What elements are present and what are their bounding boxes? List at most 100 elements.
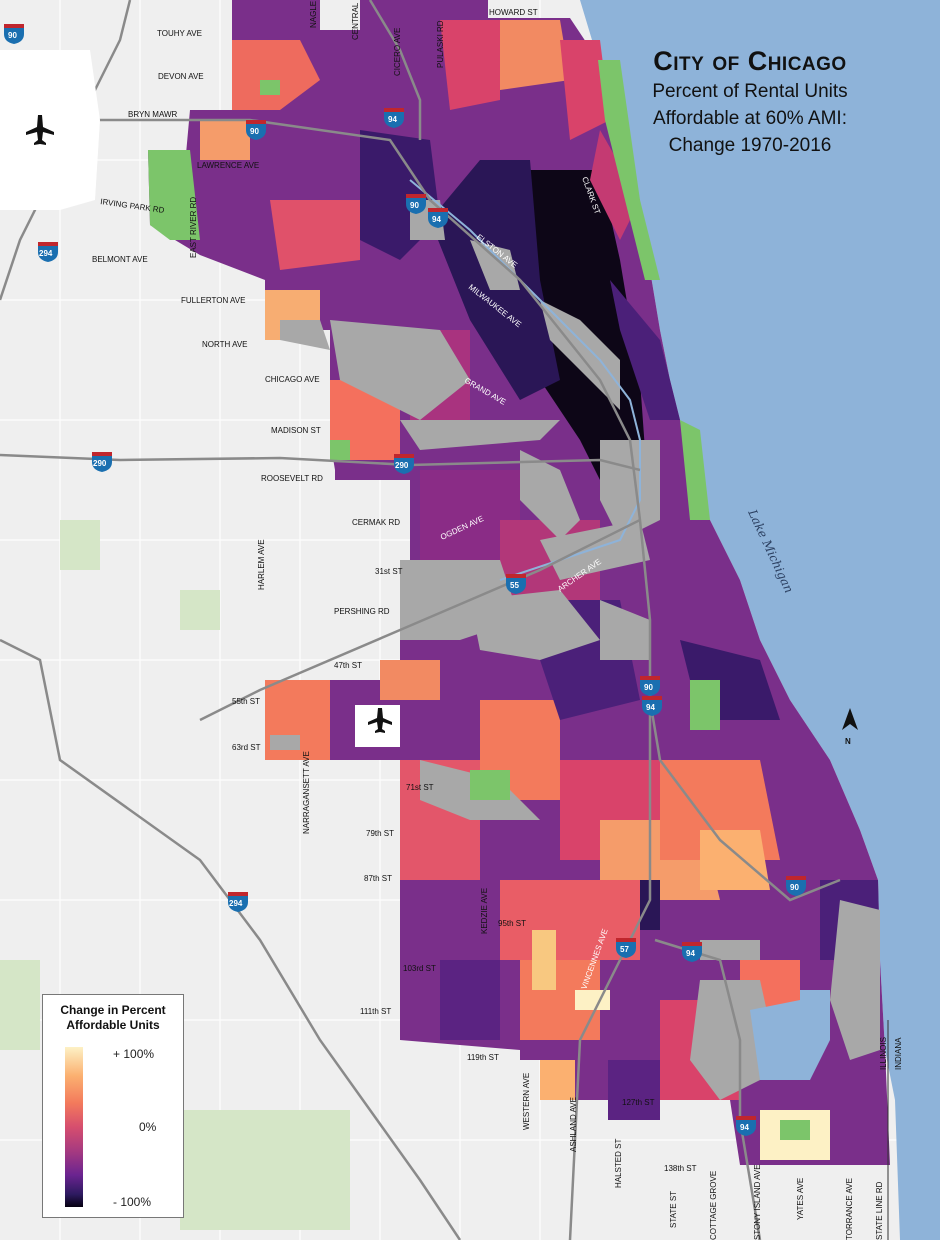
street-halsted: HALSTED ST bbox=[614, 1139, 623, 1188]
svg-text:290: 290 bbox=[93, 459, 107, 468]
shield-90-junction: 90 bbox=[406, 194, 426, 214]
svg-text:294: 294 bbox=[39, 249, 53, 258]
street-cermak: CERMAK RD bbox=[352, 518, 400, 527]
street-north: NORTH AVE bbox=[202, 340, 248, 349]
street-fullerton: FULLERTON AVE bbox=[181, 296, 245, 305]
street-east-river: EAST RIVER RD bbox=[189, 197, 198, 258]
street-devon: DEVON AVE bbox=[158, 72, 204, 81]
map-title-block: City of Chicago Percent of Rental Units … bbox=[600, 46, 900, 158]
legend-min-label: - 100% bbox=[113, 1195, 152, 1209]
street-127th: 127th ST bbox=[622, 1098, 655, 1107]
svg-text:294: 294 bbox=[229, 899, 243, 908]
street-87th: 87th ST bbox=[364, 874, 392, 883]
shield-90-northwest: 90 bbox=[4, 24, 24, 44]
street-harlem: HARLEM AVE bbox=[257, 539, 266, 590]
shield-290-west: 290 bbox=[92, 452, 112, 472]
shield-94-bishop-ford: 94 bbox=[682, 942, 702, 962]
legend-title-line2: Affordable Units bbox=[66, 1018, 160, 1032]
svg-text:94: 94 bbox=[388, 115, 397, 124]
svg-text:90: 90 bbox=[790, 883, 799, 892]
street-pulaski: PULASKI RD bbox=[436, 20, 445, 68]
street-pershing: PERSHING RD bbox=[334, 607, 390, 616]
street-79th: 79th ST bbox=[366, 829, 394, 838]
street-roosevelt: ROOSEVELT RD bbox=[261, 474, 323, 483]
shield-55: 55 bbox=[506, 574, 526, 594]
street-chicago: CHICAGO AVE bbox=[265, 375, 320, 384]
parks bbox=[148, 60, 810, 1140]
street-71st: 71st ST bbox=[406, 783, 434, 792]
legend-mid-label: 0% bbox=[139, 1120, 157, 1134]
shield-290-east: 290 bbox=[394, 454, 414, 474]
street-western: WESTERN AVE bbox=[522, 1073, 531, 1130]
street-lawrence: LAWRENCE AVE bbox=[197, 161, 259, 170]
svg-text:94: 94 bbox=[432, 215, 441, 224]
street-touhy: TOUHY AVE bbox=[157, 29, 202, 38]
shield-94-north: 94 bbox=[384, 108, 404, 128]
ohare-airport-area bbox=[0, 50, 100, 210]
north-arrow-icon: N bbox=[842, 708, 858, 746]
shield-294-south: 294 bbox=[228, 892, 248, 912]
street-103rd: 103rd ST bbox=[403, 964, 436, 973]
street-nagle: NAGLE bbox=[309, 1, 318, 28]
street-63rd: 63rd ST bbox=[232, 743, 261, 752]
street-cicero: CICERO AVE bbox=[393, 28, 402, 76]
street-ashland: ASHLAND AVE bbox=[569, 1097, 578, 1152]
lake-michigan bbox=[580, 0, 940, 1240]
svg-text:290: 290 bbox=[395, 461, 409, 470]
street-yates: YATES AVE bbox=[796, 1178, 805, 1220]
shield-90-kennedy: 90 bbox=[246, 120, 266, 140]
street-stony: STONY ISLAND AVE bbox=[753, 1164, 762, 1240]
svg-text:90: 90 bbox=[644, 683, 653, 692]
street-narragansett: NARRAGANSETT AVE bbox=[302, 751, 311, 834]
legend-title-line1: Change in Percent bbox=[60, 1003, 166, 1017]
street-cottage: COTTAGE GROVE bbox=[709, 1171, 718, 1240]
indiana-label: INDIANA bbox=[894, 1037, 903, 1070]
svg-text:94: 94 bbox=[686, 949, 695, 958]
chicago-river bbox=[409, 179, 641, 581]
shield-294-north: 294 bbox=[38, 242, 58, 262]
shield-90-south: 90 bbox=[640, 676, 660, 696]
shield-94-south: 94 bbox=[642, 696, 662, 716]
legend-color-ramp bbox=[65, 1047, 83, 1207]
street-95th: 95th ST bbox=[498, 919, 526, 928]
interstate-shields: 90 94 90 90 94 294 290 290 55 90 94 294 … bbox=[4, 24, 806, 1136]
legend: Change in Percent Affordable Units + 100… bbox=[42, 994, 184, 1218]
svg-text:90: 90 bbox=[410, 201, 419, 210]
street-belmont: BELMONT AVE bbox=[92, 255, 148, 264]
shield-94-junction: 94 bbox=[428, 208, 448, 228]
airport-icon-ohare bbox=[26, 115, 54, 145]
svg-text:94: 94 bbox=[740, 1123, 749, 1132]
map-subtitle-line1: Percent of Rental Units bbox=[652, 81, 848, 102]
north-label: N bbox=[845, 737, 851, 746]
street-55th: 55th ST bbox=[232, 697, 260, 706]
svg-text:55: 55 bbox=[510, 581, 519, 590]
street-central: CENTRAL bbox=[351, 2, 360, 40]
waterways bbox=[750, 990, 830, 1080]
shield-57: 57 bbox=[616, 938, 636, 958]
street-state: STATE ST bbox=[669, 1191, 678, 1228]
street-31st: 31st ST bbox=[375, 567, 403, 576]
map-subtitle-line3: Change 1970-2016 bbox=[668, 135, 832, 156]
midway-airport-area bbox=[355, 705, 400, 747]
svg-text:94: 94 bbox=[646, 703, 655, 712]
map-title: City of Chicago bbox=[653, 46, 847, 76]
svg-text:90: 90 bbox=[8, 31, 17, 40]
illinois-label: ILLINOIS bbox=[879, 1037, 888, 1070]
suburb-parks bbox=[0, 520, 350, 1230]
map-subtitle-line2: Affordable at 60% AMI: bbox=[653, 108, 847, 129]
svg-text:57: 57 bbox=[620, 945, 629, 954]
svg-text:90: 90 bbox=[250, 127, 259, 136]
legend-max-label: + 100% bbox=[113, 1047, 155, 1061]
street-47th: 47th ST bbox=[334, 661, 362, 670]
airport-icon-midway bbox=[368, 708, 392, 733]
street-madison: MADISON ST bbox=[271, 426, 321, 435]
street-stateline: STATE LINE RD bbox=[875, 1181, 884, 1240]
street-bryn-mawr: BRYN MAWR bbox=[128, 110, 178, 119]
shield-94-far-south: 94 bbox=[736, 1116, 756, 1136]
street-howard: HOWARD ST bbox=[489, 8, 538, 17]
shield-90-skyway: 90 bbox=[786, 876, 806, 896]
street-torrance: TORRANCE AVE bbox=[845, 1178, 854, 1240]
street-kedzie: KEDZIE AVE bbox=[480, 888, 489, 934]
street-111th: 111th ST bbox=[360, 1007, 391, 1016]
street-119th: 119th ST bbox=[467, 1053, 499, 1062]
